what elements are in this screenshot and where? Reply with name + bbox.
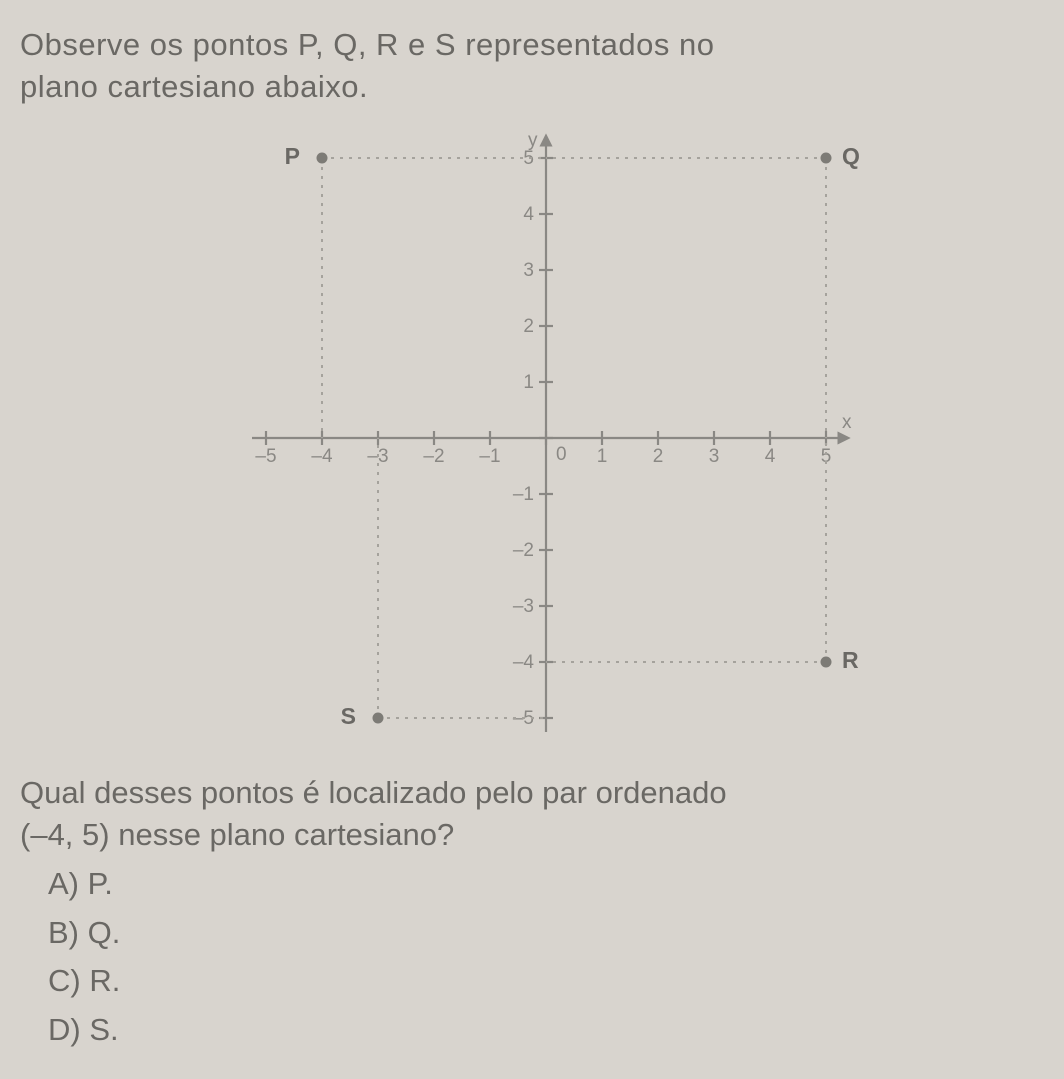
point-label-r: R [842, 647, 859, 673]
x-tick-label: –1 [479, 446, 500, 467]
x-tick-label: –2 [423, 446, 444, 467]
y-tick-label: 4 [523, 204, 534, 225]
prompt-line-1: Qual desses pontos é localizado pelo par… [20, 775, 727, 810]
y-tick-label: 2 [523, 316, 534, 337]
y-tick-label: 5 [523, 148, 534, 169]
point-label-s: S [341, 703, 356, 729]
point-label-p: P [285, 143, 300, 169]
y-tick-label: –1 [513, 484, 534, 505]
x-tick-label: 1 [597, 446, 608, 467]
x-tick-label: –5 [255, 446, 276, 467]
chart-container: yx–5–4–3–2–112345–5–4–3–2–1123450PQRS [20, 118, 1044, 758]
x-tick-label: 3 [709, 446, 720, 467]
origin-label: 0 [556, 444, 567, 465]
options-list: A) P. B) Q. C) R. D) S. [20, 861, 1044, 1053]
y-tick-label: –4 [513, 652, 535, 673]
question-intro: Observe os pontos P, Q, R e S representa… [20, 24, 1044, 108]
x-tick-label: 4 [765, 446, 776, 467]
y-tick-label: 3 [523, 260, 534, 281]
point-s [373, 712, 384, 723]
x-axis-label: x [842, 412, 852, 433]
x-tick-label: 2 [653, 446, 664, 467]
y-tick-label: –2 [513, 540, 534, 561]
point-r [821, 656, 832, 667]
y-tick-label: –3 [513, 596, 534, 617]
option-c[interactable]: C) R. [48, 958, 1044, 1005]
y-tick-label: 1 [523, 372, 534, 393]
intro-line-2: plano cartesiano abaixo. [20, 69, 368, 104]
option-a[interactable]: A) P. [48, 861, 1044, 908]
cartesian-plane: yx–5–4–3–2–112345–5–4–3–2–1123450PQRS [172, 118, 892, 758]
point-q [821, 152, 832, 163]
point-label-q: Q [842, 143, 860, 169]
point-p [317, 152, 328, 163]
question-prompt: Qual desses pontos é localizado pelo par… [20, 772, 1044, 856]
option-d[interactable]: D) S. [48, 1007, 1044, 1054]
option-b[interactable]: B) Q. [48, 910, 1044, 957]
prompt-line-2: (–4, 5) nesse plano cartesiano? [20, 817, 454, 852]
intro-line-1: Observe os pontos P, Q, R e S representa… [20, 27, 714, 62]
x-tick-label: –4 [311, 446, 333, 467]
